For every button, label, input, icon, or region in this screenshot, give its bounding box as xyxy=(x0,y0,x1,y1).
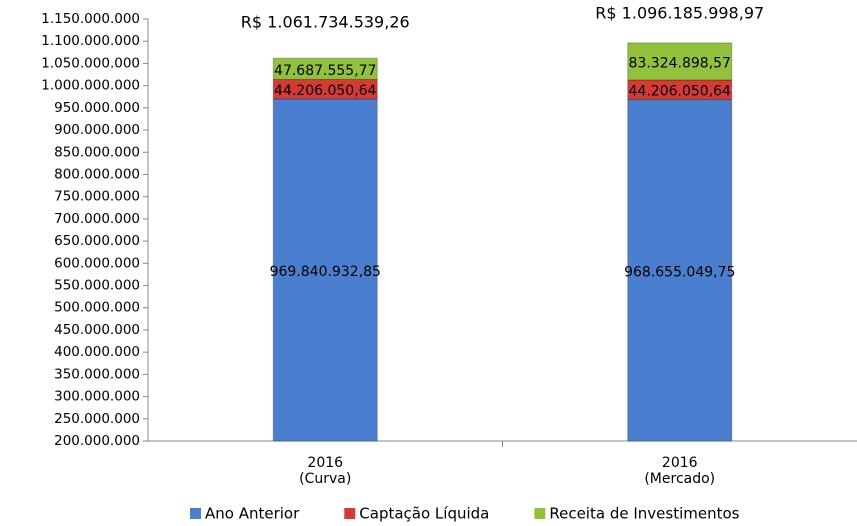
y-tick-label: 750.000.000 xyxy=(54,189,140,205)
y-tick-label: 650.000.000 xyxy=(54,233,140,249)
legend-marker xyxy=(344,508,356,519)
legend-label: Captação Líquida xyxy=(359,505,489,523)
y-tick-label: 500.000.000 xyxy=(54,300,140,316)
y-tick-label: 350.000.000 xyxy=(54,366,140,382)
bar-segment xyxy=(627,99,733,442)
bar-segment xyxy=(272,57,378,80)
x-tick-label: (Curva) xyxy=(299,471,351,487)
legend-label: Receita de Investimentos xyxy=(549,505,739,523)
y-tick-label: 1.100.000.000 xyxy=(41,33,140,49)
y-tick-label: 450.000.000 xyxy=(54,322,140,338)
legend-label: Ano Anterior xyxy=(205,505,300,523)
y-tick-label: 850.000.000 xyxy=(54,144,140,160)
y-tick-label: 400.000.000 xyxy=(54,344,140,360)
y-tick-label: 1.000.000.000 xyxy=(41,78,140,94)
total-annotation: R$ 1.096.185.998,97 xyxy=(595,4,764,23)
y-tick-label: 550.000.000 xyxy=(54,278,140,294)
value-label: 47.687.555,77 xyxy=(274,63,376,79)
bar-segment xyxy=(627,42,733,81)
legend-marker xyxy=(534,508,546,519)
y-tick-label: 1.050.000.000 xyxy=(41,55,140,71)
legend-marker xyxy=(190,508,201,519)
x-tick-label: (Mercado) xyxy=(644,471,715,487)
total-annotation: R$ 1.061.734.539,26 xyxy=(241,13,410,32)
x-tick-label: 2016 xyxy=(307,455,343,471)
y-tick-label: 950.000.000 xyxy=(54,100,140,116)
y-tick-label: 600.000.000 xyxy=(54,255,140,271)
bar-segment xyxy=(272,98,378,442)
x-tick-label: 2016 xyxy=(662,455,698,471)
y-tick-label: 700.000.000 xyxy=(54,211,140,227)
y-tick-label: 1.150.000.000 xyxy=(41,11,140,27)
value-label: 969.840.932,85 xyxy=(270,264,381,280)
y-tick-label: 200.000.000 xyxy=(54,433,140,449)
y-tick-label: 900.000.000 xyxy=(54,122,140,138)
y-tick-label: 300.000.000 xyxy=(54,389,140,405)
value-label: 44.206.050,64 xyxy=(274,83,377,99)
value-label: 83.324.898,57 xyxy=(629,55,731,71)
value-label: 44.206.050,64 xyxy=(629,84,732,100)
y-tick-label: 800.000.000 xyxy=(54,166,140,182)
value-label: 968.655.049,75 xyxy=(624,264,735,280)
y-tick-label: 250.000.000 xyxy=(54,411,140,427)
